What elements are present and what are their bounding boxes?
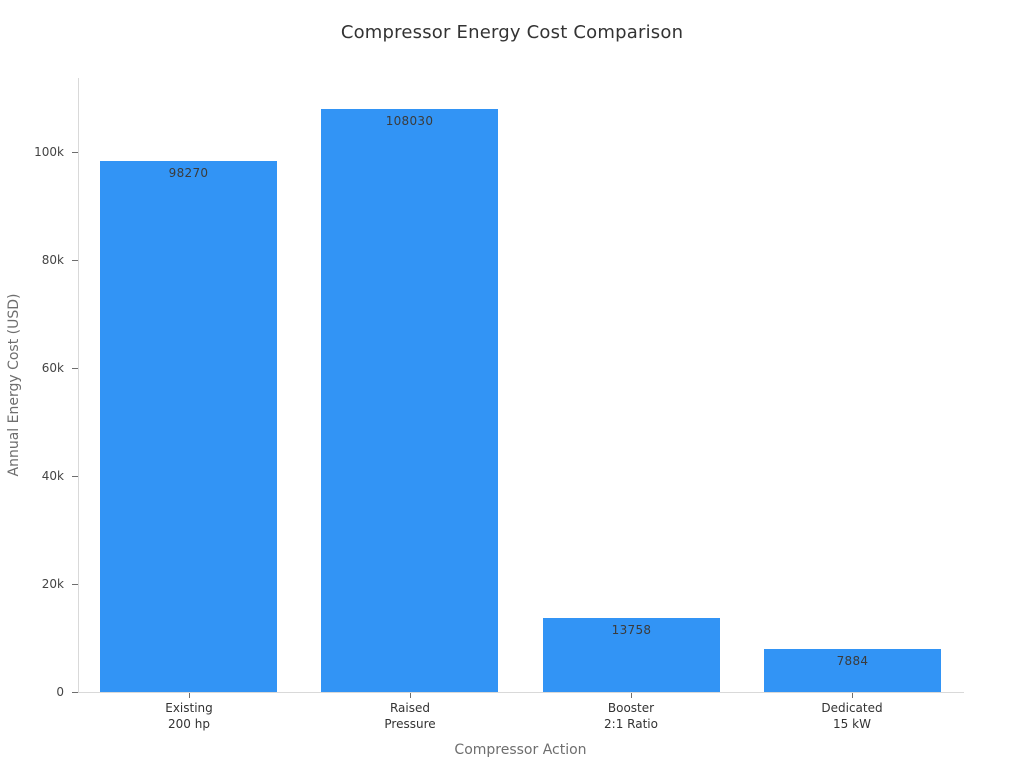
chart-title: Compressor Energy Cost Comparison [340,22,684,43]
y-axis-tick-mark [72,583,78,585]
y-axis-tick-mark [72,259,78,261]
bar-value-label: 108030 [385,113,434,128]
plot-area [78,78,964,693]
y-axis-tick-label: 80k [41,252,64,267]
x-axis-tick-mark [189,693,190,698]
y-axis-title: Annual Energy Cost (USD) [6,293,22,477]
x-axis-title: Compressor Action [454,742,587,758]
x-axis-tick-label-line: Pressure [384,717,436,731]
bar-value-label: 98270 [168,166,209,181]
x-axis-tick-label-line: 2:1 Ratio [604,717,658,731]
x-axis-tick-label-line: Dedicated [821,701,883,715]
y-axis-tick-mark [72,151,78,153]
x-axis-tick-label: Dedicated 15 kW [762,700,942,732]
y-axis-tick-mark [72,367,78,369]
x-axis-tick-label-line: 200 hp [168,717,210,731]
bar-2: 108030 [321,108,498,692]
y-axis-tick-label: 20k [41,576,64,591]
y-axis-tick-label: 100k [34,144,64,159]
y-axis-tick-mark [72,475,78,477]
x-axis-tick-label: Raised Pressure [320,700,500,732]
bar-4: 7884 [764,649,941,692]
x-axis-tick-mark [410,693,411,698]
y-axis-tick-label: 40k [41,468,64,483]
bar-value-label: 13758 [611,622,652,637]
y-axis-tick-mark [72,692,78,693]
x-axis-tick-label-line: 15 kW [833,717,871,731]
y-axis-tick-label: 60k [41,360,64,375]
x-axis-tick-label: Existing 200 hp [99,700,279,732]
y-axis-tick-label: 0 [56,685,64,699]
x-axis-tick-label: Booster 2:1 Ratio [541,700,721,732]
bar-1: 98270 [100,161,277,692]
x-axis-tick-label-line: Existing [165,701,213,715]
x-axis-tick-mark [631,693,632,698]
x-axis-tick-label-line: Booster [607,701,655,715]
x-axis-tick-label-line: Raised [389,701,430,715]
bar-3: 13758 [543,617,720,692]
bar-value-label: 7884 [836,654,869,669]
x-axis-tick-mark [852,693,853,698]
